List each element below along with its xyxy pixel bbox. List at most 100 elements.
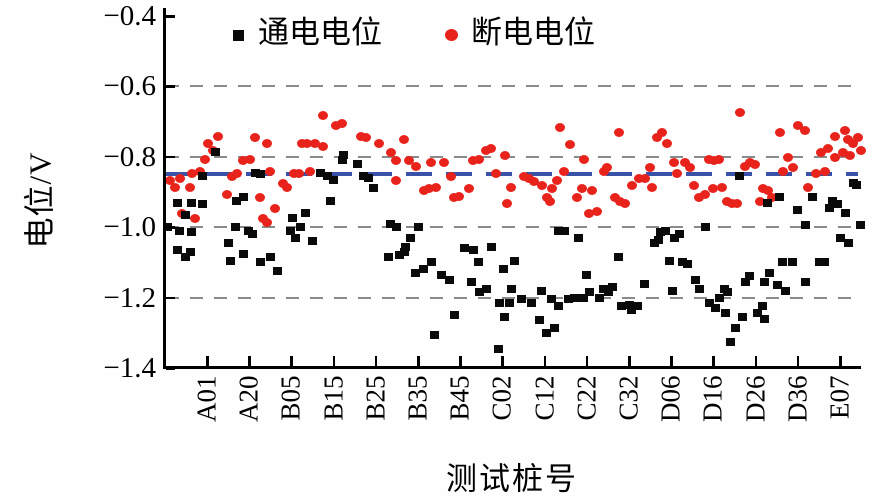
- data-point-off-potential: [250, 133, 261, 143]
- data-point-on-potential: [323, 172, 333, 181]
- data-point-on-potential: [758, 302, 768, 311]
- data-point-off-potential: [423, 184, 434, 194]
- data-point-on-potential: [486, 242, 496, 251]
- data-point-off-potential: [762, 186, 773, 196]
- data-point-on-potential: [711, 304, 720, 313]
- data-point-on-potential: [639, 279, 649, 288]
- data-point-on-potential: [353, 159, 363, 168]
- data-point-on-potential: [414, 223, 424, 232]
- grid-line: [166, 226, 858, 229]
- data-point-off-potential: [816, 147, 826, 157]
- data-point-on-potential: [386, 219, 396, 228]
- data-point-on-potential: [535, 316, 545, 325]
- data-point-on-potential: [401, 242, 411, 251]
- data-point-on-potential: [527, 298, 537, 307]
- data-point-on-potential: [173, 198, 183, 207]
- data-point-on-potential: [554, 302, 564, 311]
- data-point-on-potential: [855, 221, 865, 230]
- data-point-off-potential: [732, 198, 743, 208]
- data-point-off-potential: [262, 217, 273, 227]
- y-tick: [166, 367, 175, 370]
- data-point-on-potential: [554, 226, 564, 235]
- x-tick: [670, 356, 673, 366]
- data-point-on-potential: [725, 337, 735, 346]
- data-point-off-potential: [829, 131, 840, 141]
- data-point-off-potential: [360, 133, 371, 143]
- data-point-off-potential: [297, 138, 308, 148]
- data-point-off-potential: [717, 182, 728, 192]
- data-point-on-potential: [225, 256, 235, 265]
- data-point-off-potential: [843, 135, 854, 145]
- data-point-off-potential: [174, 173, 185, 183]
- data-point-on-potential: [690, 276, 700, 284]
- x-tick: [290, 356, 293, 366]
- data-point-on-potential: [574, 233, 584, 242]
- data-point-on-potential: [498, 265, 508, 274]
- data-point-off-potential: [744, 158, 755, 168]
- data-point-off-potential: [185, 182, 196, 192]
- data-point-on-potential: [694, 284, 704, 293]
- data-point-off-potential: [491, 168, 502, 178]
- data-point-on-potential: [506, 284, 516, 293]
- data-point-on-potential: [825, 203, 835, 212]
- data-point-off-potential: [337, 119, 348, 129]
- y-tick: [166, 15, 175, 18]
- data-point-off-potential: [819, 166, 830, 176]
- x-tick-label: E07: [824, 375, 855, 420]
- data-point-off-potential: [449, 193, 460, 203]
- data-point-on-potential: [394, 251, 404, 260]
- data-point-on-potential: [255, 258, 265, 267]
- data-point-off-potential: [822, 144, 833, 153]
- data-point-on-potential: [265, 253, 275, 262]
- data-point-off-potential: [634, 173, 645, 183]
- data-point-on-potential: [843, 239, 853, 248]
- data-point-on-potential: [828, 196, 838, 205]
- data-point-on-potential: [740, 277, 750, 286]
- data-point-on-potential: [745, 272, 755, 281]
- x-tick-label: D26: [740, 375, 771, 423]
- x-tick: [332, 356, 336, 366]
- x-tick-label: D06: [655, 375, 686, 423]
- data-point-off-potential: [591, 207, 602, 217]
- data-point-on-potential: [223, 239, 233, 248]
- data-point-on-potential: [369, 184, 379, 193]
- data-point-off-potential: [856, 145, 867, 155]
- data-point-on-potential: [682, 260, 692, 269]
- x-tick: [839, 356, 842, 366]
- data-point-off-potential: [564, 140, 575, 150]
- data-point-on-potential: [411, 268, 421, 277]
- data-point-off-potential: [699, 189, 710, 199]
- data-point-on-potential: [627, 305, 637, 314]
- x-tick: [374, 356, 378, 366]
- data-point-off-potential: [536, 180, 547, 190]
- x-tick: [796, 356, 800, 366]
- data-point-off-potential: [245, 154, 256, 164]
- data-point-on-potential: [238, 193, 248, 202]
- data-point-on-potential: [833, 200, 843, 209]
- data-point-off-potential: [661, 138, 672, 148]
- x-tick-label: A20: [233, 375, 264, 423]
- data-point-off-potential: [189, 214, 200, 224]
- data-point-on-potential: [287, 214, 297, 223]
- data-point-on-potential: [173, 246, 183, 255]
- data-point-off-potential: [837, 147, 848, 157]
- data-point-off-potential: [645, 163, 656, 173]
- data-point-off-potential: [231, 168, 242, 178]
- data-point-on-potential: [473, 258, 483, 267]
- data-point-on-potential: [836, 233, 846, 242]
- data-point-on-potential: [436, 270, 446, 279]
- x-axis-line: [163, 366, 861, 369]
- data-point-on-potential: [180, 210, 190, 219]
- y-tick: [166, 226, 175, 229]
- data-point-off-potential: [782, 152, 793, 162]
- data-point-off-potential: [586, 186, 597, 196]
- data-point-on-potential: [505, 298, 515, 307]
- data-point-on-potential: [801, 277, 811, 286]
- data-point-off-potential: [685, 163, 696, 173]
- data-point-on-potential: [738, 312, 748, 321]
- data-point-on-potential: [383, 253, 393, 262]
- x-tick-label: D36: [782, 375, 813, 423]
- data-point-on-potential: [459, 244, 469, 253]
- data-point-on-potential: [820, 258, 830, 267]
- data-point-on-potential: [449, 311, 459, 320]
